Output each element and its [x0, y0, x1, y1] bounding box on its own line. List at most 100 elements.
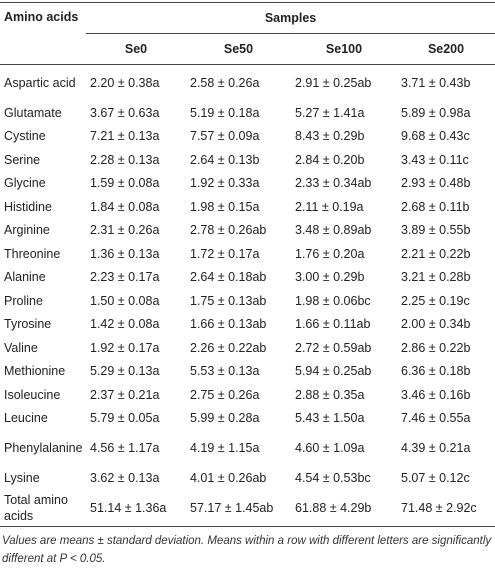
table-row: Lysine 3.62 ± 0.13a 4.01 ± 0.26ab 4.54 ± 0.…: [0, 466, 495, 490]
table-row: Histidine 1.84 ± 0.08a 1.98 ± 0.15a 2.11 ± …: [0, 195, 495, 219]
cell: 2.00 ± 0.34b: [401, 317, 471, 332]
row-label: Leucine: [4, 411, 48, 426]
row-label: Lysine: [4, 470, 40, 485]
row-label: Glycine: [4, 176, 46, 191]
column-header: Se100: [291, 33, 397, 65]
cell: 9.68 ± 0.43c: [401, 129, 470, 144]
row-label: Valine: [4, 340, 38, 355]
data-table: Amino acids Samples Se0 Se50 Se100 Se200 As…: [0, 2, 495, 527]
row-label: Histidine: [4, 199, 52, 214]
table-body: Aspartic acid 2.20 ± 0.38a 2.58 ± 0.26a 2.9…: [0, 65, 495, 527]
cell: 61.88 ± 4.29b: [291, 489, 397, 527]
row-label: Methionine: [4, 364, 66, 379]
cell: 51.14 ± 1.36a: [86, 489, 186, 527]
cell: 5.43 ± 1.50a: [295, 411, 365, 426]
row-label: Cystine: [4, 129, 46, 144]
cell: 5.53 ± 0.13a: [190, 364, 260, 379]
cell: 5.27 ± 1.41a: [295, 105, 365, 120]
table-row: Tyrosine 1.42 ± 0.08a 1.66 ± 0.13ab 1.66 ± …: [0, 313, 495, 337]
table-row: Threonine 1.36 ± 0.13a 1.72 ± 0.17a 1.76 ± …: [0, 242, 495, 266]
row-label: Tyrosine: [4, 317, 52, 332]
cell: 2.37 ± 0.21a: [90, 387, 160, 402]
cell: 2.68 ± 0.11b: [401, 199, 470, 214]
cell: 2.64 ± 0.13b: [190, 152, 260, 167]
cell: 5.29 ± 0.13a: [90, 364, 160, 379]
cell: 1.98 ± 0.06bc: [295, 293, 371, 308]
cell: 4.01 ± 0.26ab: [190, 470, 267, 485]
cell: 5.79 ± 0.05a: [90, 411, 160, 426]
cell: 5.99 ± 0.28a: [190, 411, 260, 426]
cell: 2.20 ± 0.38a: [90, 76, 160, 90]
cell: 5.19 ± 0.18a: [190, 105, 260, 120]
table-row: Cystine 7.21 ± 0.13a 7.57 ± 0.09a 8.43 ± 0.…: [0, 125, 495, 149]
cell: 1.98 ± 0.15a: [190, 199, 260, 214]
table-row: Phenylalanine 4.56 ± 1.17a 4.19 ± 1.15a 4.6…: [0, 430, 495, 466]
cell: 2.84 ± 0.20b: [295, 152, 365, 167]
cell: 2.91 ± 0.25ab: [295, 76, 372, 90]
cell: 8.43 ± 0.29b: [295, 129, 365, 144]
row-label: Serine: [4, 152, 41, 167]
cell: 7.46 ± 0.55a: [401, 411, 471, 426]
column-header: Se50: [186, 33, 291, 65]
cell: 2.64 ± 0.18ab: [190, 270, 267, 285]
cell: 2.21 ± 0.22b: [401, 246, 471, 261]
table-row: Arginine 2.31 ± 0.26a 2.78 ± 0.26ab 3.48 ± …: [0, 219, 495, 243]
cell: 7.57 ± 0.09a: [190, 129, 260, 144]
table-row: Alanine 2.23 ± 0.17a 2.64 ± 0.18ab 3.00 ± 0…: [0, 266, 495, 290]
cell: 3.43 ± 0.11c: [401, 152, 469, 167]
cell: 1.66 ± 0.13ab: [190, 317, 267, 332]
cell: 1.59 ± 0.08a: [90, 176, 160, 191]
cell: 3.89 ± 0.55b: [401, 223, 471, 238]
cell: 5.07 ± 0.12c: [401, 470, 470, 485]
cell: 2.86 ± 0.22b: [401, 340, 471, 355]
cell: 2.23 ± 0.17a: [90, 270, 160, 285]
cell: 2.25 ± 0.19c: [401, 293, 470, 308]
header-row: Amino acids Samples: [0, 2, 495, 65]
cell: 3.21 ± 0.28b: [401, 270, 471, 285]
column-header: Se200: [397, 33, 495, 65]
row-label: Alanine: [4, 270, 46, 285]
cell: 5.94 ± 0.25ab: [295, 364, 372, 379]
table-row: Leucine 5.79 ± 0.05a 5.99 ± 0.28a 5.43 ± 1.…: [0, 407, 495, 431]
cell: 4.19 ± 1.15a: [190, 441, 260, 455]
row-label: Threonine: [4, 246, 61, 261]
cell: 7.21 ± 0.13a: [90, 129, 160, 144]
table-row: Proline 1.50 ± 0.08a 1.75 ± 0.13ab 1.98 ± 0…: [0, 289, 495, 313]
cell: 3.62 ± 0.13a: [90, 470, 160, 485]
cell: 2.58 ± 0.26a: [190, 76, 260, 90]
table-row: Valine 1.92 ± 0.17a 2.26 ± 0.22ab 2.72 ± 0.…: [0, 336, 495, 360]
cell: 2.72 ± 0.59ab: [295, 340, 372, 355]
table-row: Isoleucine 2.37 ± 0.21a 2.75 ± 0.26a 2.88 ±…: [0, 383, 495, 407]
cell: 4.60 ± 1.09a: [295, 441, 365, 455]
row-label: Proline: [4, 293, 43, 308]
cell: 1.92 ± 0.33a: [190, 176, 260, 191]
cell: 2.28 ± 0.13a: [90, 152, 160, 167]
table-row: Aspartic acid 2.20 ± 0.38a 2.58 ± 0.26a 2.9…: [0, 65, 495, 102]
cell: 71.48 ± 2.92c: [397, 489, 495, 527]
row-label: Isoleucine: [4, 387, 61, 402]
table-row: Methionine 5.29 ± 0.13a 5.53 ± 0.13a 5.94 ±…: [0, 360, 495, 384]
cell: 3.46 ± 0.16b: [401, 387, 471, 402]
cell: 4.39 ± 0.21a: [401, 441, 471, 455]
row-label: Arginine: [4, 223, 50, 238]
table-row: Glycine 1.59 ± 0.08a 1.92 ± 0.33a 2.33 ± 0.…: [0, 172, 495, 196]
footnote: Values are means ± standard deviation. M…: [2, 534, 492, 565]
cell: 5.89 ± 0.98a: [401, 105, 471, 120]
cell: 1.92 ± 0.17a: [90, 340, 160, 355]
cell: 4.56 ± 1.17a: [90, 441, 160, 455]
cell: 1.66 ± 0.11ab: [295, 317, 371, 332]
cell: 3.67 ± 0.63a: [90, 105, 160, 120]
table-row: Glutamate 3.67 ± 0.63a 5.19 ± 0.18a 5.27 ± …: [0, 101, 495, 125]
cell: 1.72 ± 0.17a: [190, 246, 260, 261]
cell: 1.42 ± 0.08a: [90, 317, 160, 332]
column-header-row: Se0 Se50 Se100 Se200: [0, 33, 495, 65]
cell: 1.50 ± 0.08a: [90, 293, 160, 308]
row-header: Amino acids: [0, 2, 86, 65]
table-row: Serine 2.28 ± 0.13a 2.64 ± 0.13b 2.84 ± 0.2…: [0, 148, 495, 172]
cell: 2.31 ± 0.26a: [90, 223, 160, 238]
row-label: Phenylalanine: [4, 441, 83, 455]
table-header: Amino acids Samples Se0 Se50 Se100 Se200: [0, 2, 495, 65]
cell: 2.26 ± 0.22ab: [190, 340, 267, 355]
cell: 2.88 ± 0.35a: [295, 387, 365, 402]
